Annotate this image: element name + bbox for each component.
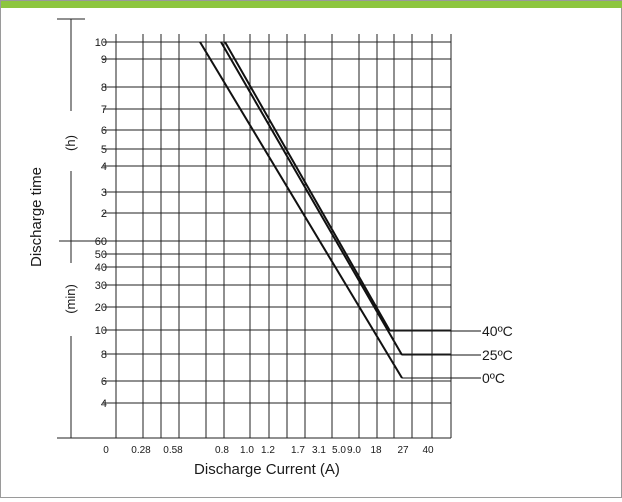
- y-tick-label: 9: [101, 54, 107, 66]
- y-tick-label: 6: [101, 125, 107, 137]
- series-lines: [199, 41, 403, 379]
- y-axis-title: Discharge time: [28, 167, 45, 267]
- y-tick-label: 8: [101, 82, 107, 94]
- x-tick-label: 0.58: [163, 445, 183, 456]
- y-tick-label: 60: [95, 236, 107, 248]
- y-tick-label: 30: [95, 280, 107, 292]
- x-tick-label: 18: [370, 445, 382, 456]
- y-tick-label: 2: [101, 208, 107, 220]
- y-unit-minutes: (min): [63, 284, 78, 314]
- y-tick-label: 6: [101, 376, 107, 388]
- x-tick-label: 1.0: [240, 445, 254, 456]
- x-tick-label: 0.28: [131, 445, 151, 456]
- y-tick-label: 20: [95, 302, 107, 314]
- x-tick-label: 5.0: [332, 445, 346, 456]
- x-axis-title: Discharge Current (A): [194, 461, 340, 478]
- x-ticks: 0 0.28 0.58 0.8 1.0 1.2 1.7 3.1 5.0 9.0 18 27 40: [103, 445, 434, 456]
- series-label: 25ºC: [482, 347, 513, 363]
- header-accent-bar: [1, 1, 622, 8]
- y-tick-label: 10: [95, 325, 107, 337]
- series-line: [220, 41, 403, 356]
- y-tick-label: 4: [101, 398, 107, 410]
- y-tick-label: 3: [101, 187, 107, 199]
- y-tick-label: 40: [95, 262, 107, 274]
- y-tick-label: 8: [101, 349, 107, 361]
- x-tick-label: 40: [422, 445, 434, 456]
- series-label: 0ºC: [482, 370, 505, 386]
- x-tick-label: 27: [397, 445, 409, 456]
- series-label: 40ºC: [482, 323, 513, 339]
- y-tick-label: 7: [101, 104, 107, 116]
- x-tick-label: 9.0: [347, 445, 361, 456]
- y-unit-hours: (h): [63, 135, 78, 151]
- series-label-leaders: 40ºC 25ºC 0ºC: [390, 323, 513, 386]
- x-tick-label: 3.1: [312, 445, 326, 456]
- x-tick-label: 1.7: [291, 445, 305, 456]
- chart-grid: [57, 18, 452, 439]
- y-tick-label: 50: [95, 249, 107, 261]
- x-tick-label: 0: [103, 445, 109, 456]
- y-tick-label: 10: [95, 37, 107, 49]
- y-tick-label: 5: [101, 144, 107, 156]
- series-line: [224, 41, 391, 332]
- x-tick-label: 0.8: [215, 445, 229, 456]
- y-tick-label: 4: [101, 161, 107, 173]
- x-tick-label: 1.2: [261, 445, 275, 456]
- series-line: [199, 41, 403, 379]
- y-ticks-hours: 10 9 8 7 6 5 4 3 2: [95, 37, 107, 220]
